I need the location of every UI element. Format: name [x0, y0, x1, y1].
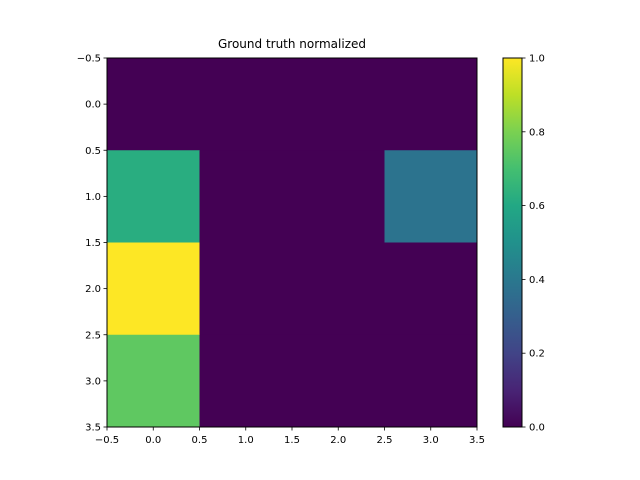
- y-tick-label: 2.0: [85, 284, 101, 295]
- y-axis: −0.5 0.0 0.5 1.0 1.5 2.0 2.5 3.0 3.5: [77, 54, 107, 434]
- heatmap-cell-r3-c1: [199, 334, 293, 428]
- y-tick-label: 0.0: [85, 100, 101, 111]
- heatmap-cell-r3-c3: [384, 334, 478, 428]
- x-tick-label: 3.5: [469, 435, 485, 446]
- colorbar-tick-label: 0.8: [529, 127, 545, 138]
- x-tick-label: 2.0: [330, 435, 346, 446]
- x-axis: −0.5 0.0 0.5 1.0 1.5 2.0 2.5 3.0 3.5: [95, 427, 485, 446]
- heatmap-cell-r1-c3: [384, 150, 478, 243]
- x-tick-label: 1.5: [284, 435, 300, 446]
- colorbar-tick-label: 0.0: [529, 423, 545, 434]
- chart-title: Ground truth normalized: [218, 37, 366, 51]
- heatmap-cell-r2-c3: [384, 242, 478, 336]
- colorbar-gradient: [503, 58, 522, 427]
- heatmap-cells: [107, 58, 478, 428]
- y-tick-label: 2.5: [85, 330, 101, 341]
- heatmap-cell-r1-c2: [292, 150, 385, 243]
- x-tick-label: 0.0: [145, 435, 161, 446]
- colorbar-tick-label: 0.4: [529, 275, 545, 286]
- heatmap-cell-r2-c2: [292, 242, 385, 336]
- y-tick-label: 1.0: [85, 192, 101, 203]
- x-tick-label: 3.0: [423, 435, 439, 446]
- colorbar-tick-label: 0.2: [529, 349, 545, 360]
- colorbar-frame: [502, 57, 523, 428]
- heatmap-cell-r0-c0: [107, 58, 200, 151]
- colorbar-tick-label: 0.6: [529, 201, 545, 212]
- x-tick-label: 2.5: [377, 435, 393, 446]
- y-tick-label: 3.5: [85, 423, 101, 434]
- heatmap-cell-r0-c3: [384, 58, 478, 151]
- x-tick-label: 0.5: [192, 435, 208, 446]
- x-tick-label: −0.5: [95, 435, 119, 446]
- x-tick-label: 1.0: [238, 435, 254, 446]
- y-tick-label: −0.5: [77, 54, 101, 65]
- y-tick-label: 1.5: [85, 238, 101, 249]
- y-tick-label: 0.5: [85, 146, 101, 157]
- colorbar: 0.0 0.2 0.4 0.6 0.8 1.0: [502, 54, 545, 434]
- heatmap-cell-r0-c1: [199, 58, 293, 151]
- colorbar-tick-label: 1.0: [529, 54, 545, 65]
- y-tick-label: 3.0: [85, 376, 101, 387]
- heatmap-cell-r1-c0: [107, 150, 200, 243]
- heatmap-cell-r0-c2: [292, 58, 385, 151]
- colorbar-ticks: 0.0 0.2 0.4 0.6 0.8 1.0: [522, 54, 545, 434]
- heatmap-cell-r2-c1: [199, 242, 293, 336]
- heatmap-cell-r3-c0: [107, 334, 200, 428]
- heatmap-cell-r1-c1: [199, 150, 293, 243]
- heatmap-cell-r3-c2: [292, 334, 385, 428]
- heatmap-cell-r2-c0: [107, 242, 200, 336]
